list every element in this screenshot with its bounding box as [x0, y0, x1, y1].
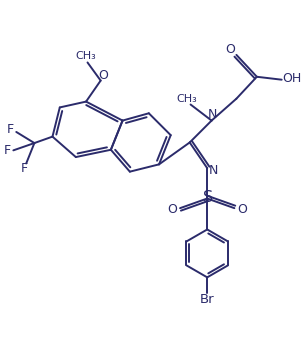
- Text: N: N: [209, 164, 218, 177]
- Text: S: S: [203, 190, 213, 206]
- Text: CH₃: CH₃: [177, 94, 198, 104]
- Text: F: F: [21, 162, 28, 175]
- Text: CH₃: CH₃: [76, 51, 96, 61]
- Text: N: N: [207, 108, 217, 121]
- Text: O: O: [167, 203, 177, 216]
- Text: Br: Br: [200, 293, 214, 306]
- Text: O: O: [225, 43, 235, 56]
- Text: F: F: [7, 122, 14, 136]
- Text: F: F: [4, 144, 11, 157]
- Text: O: O: [238, 203, 247, 216]
- Text: OH: OH: [282, 72, 301, 85]
- Text: O: O: [98, 69, 108, 82]
